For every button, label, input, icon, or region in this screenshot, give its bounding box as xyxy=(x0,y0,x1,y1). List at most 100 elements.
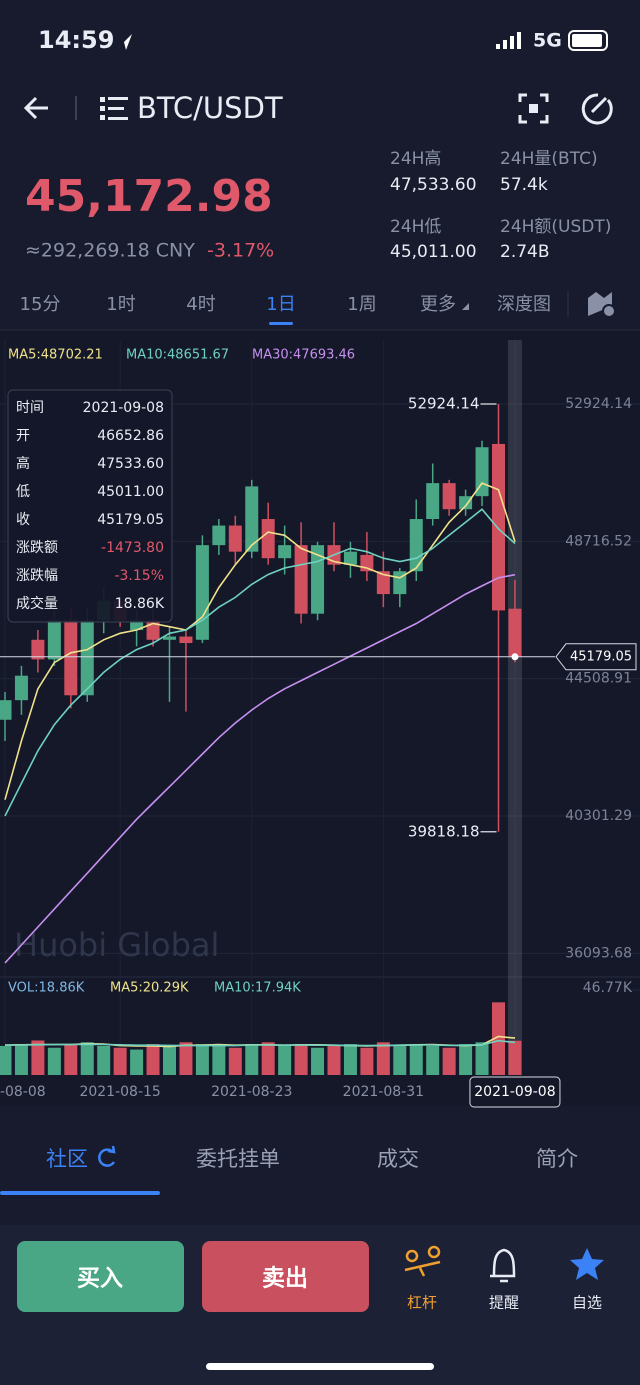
stat-label: 24H高 xyxy=(390,149,441,169)
stat-label: 24H额(USDT) xyxy=(500,217,611,237)
ma-line xyxy=(4,482,516,800)
timeframe-tabs: 15分 1时 4时 1日 1周 更多 深度图 xyxy=(20,294,551,325)
timeframe-tab[interactable]: 1日 xyxy=(266,294,295,315)
bottom-tab[interactable]: 委托挂单 xyxy=(196,1147,280,1171)
refresh-icon[interactable] xyxy=(98,1145,116,1167)
settings-gear xyxy=(602,304,616,318)
ma-line xyxy=(4,1039,516,1047)
pair[interactable]: BTC/USDT xyxy=(137,91,283,125)
bottom-tab[interactable]: 社区 xyxy=(46,1147,88,1171)
tooltip-label: 成交量 xyxy=(16,595,58,612)
x-tick-label: 2021-08-31 xyxy=(343,1084,424,1100)
candlestick-chart: 52924.14 48716.52 44508.91 40301.29 36093.68… xyxy=(0,340,640,1108)
tooltip-value: 18.86K xyxy=(115,596,165,612)
bottom-tab[interactable]: 成交 xyxy=(377,1147,419,1171)
annotation: 39818.18 xyxy=(408,822,480,840)
indicator-label: VOL:18.86K xyxy=(8,981,85,996)
ma-line xyxy=(4,573,516,964)
timeframe-tab[interactable]: 深度图 xyxy=(497,294,551,315)
x-tick-label: 2021-08-15 xyxy=(79,1084,160,1100)
tooltip-value: 2021-09-08 xyxy=(83,400,164,416)
y-tick-label: 52924.14 xyxy=(565,396,632,412)
indicator-label: MA10:48651.67 xyxy=(126,348,229,363)
battery-level xyxy=(572,34,602,47)
tooltip-value: -1473.80 xyxy=(101,540,164,556)
star-icon[interactable] xyxy=(570,1248,604,1280)
price-tag xyxy=(555,643,637,671)
indicator-label: MA5:20.29K xyxy=(110,981,189,996)
candle-body xyxy=(426,483,440,520)
x-tick-label: 2021-08-08 xyxy=(0,1084,46,1100)
candle-body xyxy=(64,620,78,696)
tooltip-value: 47533.60 xyxy=(97,456,164,472)
bottom-tabs: 社区 委托挂单 成交 简介 xyxy=(46,1147,578,1171)
timeframe-tab[interactable]: 1时 xyxy=(106,294,135,315)
tab-underline xyxy=(0,1191,160,1195)
candle-body xyxy=(278,545,292,559)
candle-body xyxy=(179,636,193,644)
action-label[interactable]: 自选 xyxy=(572,1294,602,1312)
timeframe-tab[interactable]: 1周 xyxy=(347,294,376,315)
action-label[interactable]: 买入 xyxy=(77,1266,123,1292)
indicator-label: MA5:48702.21 xyxy=(8,348,103,363)
timeframe-tab[interactable]: 4时 xyxy=(186,294,215,315)
location-icon xyxy=(118,34,132,50)
volume-bar xyxy=(508,1040,522,1075)
tab-panel xyxy=(0,1124,640,1224)
candle-body xyxy=(195,545,209,640)
timeframe-tab[interactable]: 更多 xyxy=(420,294,456,315)
scan-icon[interactable] xyxy=(518,93,549,124)
action-label[interactable]: 卖出 xyxy=(262,1266,308,1292)
stat-value: 45,011.00 xyxy=(390,242,477,262)
annotation: 52924.14 xyxy=(408,395,480,413)
tooltip-label: 涨跌额 xyxy=(16,540,58,556)
candle-body xyxy=(31,639,45,660)
volume-bar xyxy=(64,1044,78,1075)
y-tick-label: 48716.52 xyxy=(565,533,632,549)
volume-bar xyxy=(130,1049,144,1075)
volume-bar xyxy=(146,1044,160,1075)
price-change: -3.17% xyxy=(207,240,274,262)
price-tag-label: 45179.05 xyxy=(570,649,632,664)
volume-bar xyxy=(442,1047,456,1075)
sell-button[interactable] xyxy=(202,1241,369,1312)
watermark: Huobi Global xyxy=(14,926,219,964)
candle-body xyxy=(163,636,176,640)
tooltip-label: 收 xyxy=(16,512,30,528)
back-button[interactable] xyxy=(23,96,48,120)
network: 5G xyxy=(533,30,562,52)
volume-bar xyxy=(80,1042,94,1075)
tooltip-label: 高 xyxy=(16,455,30,472)
volume-bar xyxy=(278,1045,292,1075)
bell-icon[interactable] xyxy=(490,1248,516,1283)
volume-bar xyxy=(31,1040,45,1075)
buy-button[interactable] xyxy=(17,1241,184,1312)
menu-icon[interactable] xyxy=(100,97,128,120)
timeframe-tab[interactable]: 15分 xyxy=(20,294,61,315)
volume-bar xyxy=(327,1045,341,1075)
volume-bar xyxy=(360,1047,374,1075)
bottom-tab[interactable]: 简介 xyxy=(536,1147,578,1171)
share-icon[interactable] xyxy=(581,93,613,125)
volume-bar xyxy=(195,1044,209,1075)
volume-bar xyxy=(492,1002,505,1075)
volume-bar xyxy=(212,1045,226,1075)
leverage-icon[interactable] xyxy=(404,1245,441,1277)
candle-body xyxy=(442,483,456,510)
volume-bar xyxy=(376,1042,390,1075)
crosshair-dot xyxy=(511,653,519,661)
volume-bar xyxy=(179,1042,193,1075)
volume-bar xyxy=(97,1045,111,1075)
action-label[interactable]: 杠杆 xyxy=(407,1294,437,1312)
candle-body xyxy=(47,620,61,660)
volume-bar xyxy=(311,1047,325,1075)
indicator-label: MA10:17.94K xyxy=(214,981,301,996)
settings-icon[interactable] xyxy=(588,292,612,316)
action-label[interactable]: 提醒 xyxy=(489,1294,519,1312)
scan-dot xyxy=(529,104,538,113)
signal-icon xyxy=(496,32,521,49)
indicator-label: MA30:47693.46 xyxy=(252,348,355,363)
candle-body xyxy=(261,519,275,559)
